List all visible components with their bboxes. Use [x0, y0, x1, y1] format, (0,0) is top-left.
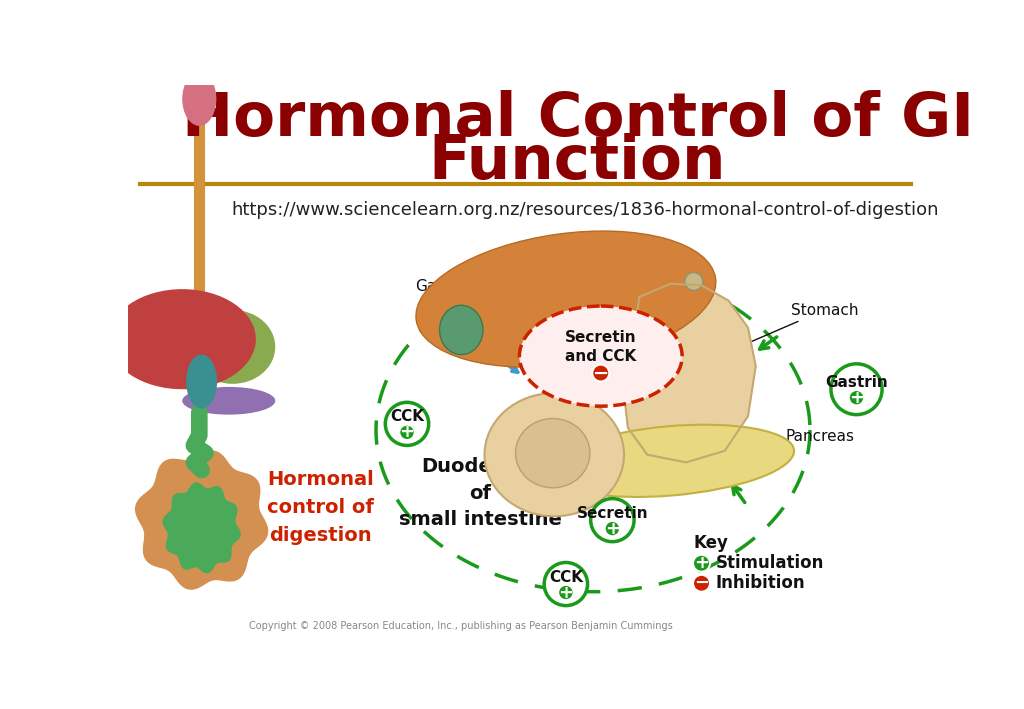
Text: Pancreas: Pancreas: [743, 429, 854, 452]
Circle shape: [684, 272, 703, 291]
Text: Duodenum
of
small intestine: Duodenum of small intestine: [399, 457, 562, 529]
Circle shape: [385, 402, 429, 445]
Text: +: +: [694, 554, 709, 572]
Text: +: +: [558, 584, 573, 601]
Text: −: −: [694, 574, 709, 592]
Text: Hormonal Control of GI: Hormonal Control of GI: [181, 90, 974, 149]
Ellipse shape: [416, 231, 716, 367]
Text: Secretin
and CCK: Secretin and CCK: [565, 330, 637, 364]
Text: CCK: CCK: [390, 410, 424, 425]
Text: Gallbladder: Gallbladder: [415, 279, 503, 320]
Text: Copyright © 2008 Pearson Education, Inc., publishing as Pearson Benjamin Cumming: Copyright © 2008 Pearson Education, Inc.…: [250, 620, 673, 630]
Ellipse shape: [182, 387, 275, 415]
Text: https://www.sciencelearn.org.nz/resources/1836-hormonal-control-of-digestion: https://www.sciencelearn.org.nz/resource…: [231, 201, 939, 219]
Text: Stomach: Stomach: [751, 303, 858, 342]
Text: +: +: [849, 389, 864, 407]
Text: Secretin: Secretin: [577, 506, 648, 520]
Circle shape: [399, 425, 415, 440]
Text: Hormonal
control of
digestion: Hormonal control of digestion: [267, 469, 374, 545]
Ellipse shape: [515, 418, 590, 488]
Ellipse shape: [439, 306, 483, 354]
Circle shape: [591, 498, 634, 542]
Circle shape: [830, 364, 882, 415]
Text: Gastrin: Gastrin: [825, 375, 888, 390]
Ellipse shape: [519, 306, 682, 406]
Text: Bile: Bile: [498, 264, 527, 302]
Text: +: +: [605, 520, 620, 537]
Text: Stimulation: Stimulation: [716, 554, 824, 572]
Circle shape: [693, 554, 710, 571]
Ellipse shape: [547, 425, 794, 497]
Circle shape: [544, 562, 588, 605]
Ellipse shape: [182, 72, 216, 126]
Circle shape: [604, 521, 621, 536]
Polygon shape: [163, 483, 240, 573]
Text: Inhibition: Inhibition: [716, 574, 805, 592]
Circle shape: [592, 364, 609, 381]
Ellipse shape: [186, 354, 217, 408]
Ellipse shape: [109, 289, 256, 389]
Circle shape: [558, 585, 573, 601]
Text: CCK: CCK: [549, 569, 583, 585]
Text: Function: Function: [429, 133, 726, 191]
Text: Key: Key: [693, 534, 729, 552]
Text: Liver: Liver: [562, 253, 600, 268]
Text: +: +: [399, 423, 415, 441]
Text: −: −: [593, 364, 609, 383]
Polygon shape: [624, 284, 756, 462]
Polygon shape: [136, 451, 267, 589]
Circle shape: [693, 575, 710, 592]
Ellipse shape: [190, 310, 275, 384]
Ellipse shape: [484, 393, 624, 516]
Circle shape: [849, 390, 864, 406]
